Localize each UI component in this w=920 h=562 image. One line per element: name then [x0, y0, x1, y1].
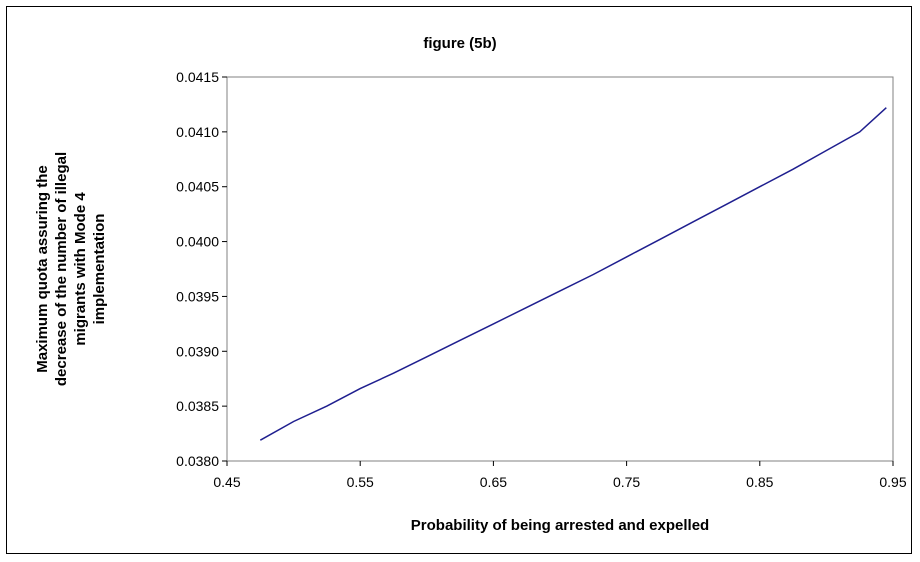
y-axis-label-line-4: implementation	[91, 214, 108, 325]
plot-area	[226, 76, 894, 462]
y-tick-label: 0.0400	[176, 234, 219, 250]
x-axis: 0.45 0.55 0.65 0.75 0.85 0.95	[213, 461, 907, 490]
chart-frame	[6, 6, 912, 554]
y-axis-label: Maximum quota assuring the decrease of t…	[34, 152, 108, 386]
x-tick-label: 0.45	[213, 474, 240, 490]
y-axis: 0.0380 0.0385 0.0390 0.0395 0.0400 0.0405 0.04…	[176, 69, 227, 469]
y-tick-label: 0.0380	[176, 453, 219, 469]
y-tick-label: 0.0395	[176, 288, 219, 304]
x-tick-label: 0.95	[879, 474, 906, 490]
x-tick-label: 0.75	[613, 474, 640, 490]
chart-title: figure (5b)	[423, 35, 496, 52]
y-tick-label: 0.0410	[176, 124, 219, 140]
y-tick-label: 0.0405	[176, 179, 219, 195]
x-axis-label: Probability of being arrested and expell…	[411, 517, 709, 534]
y-tick-label: 0.0415	[176, 69, 219, 85]
x-tick-label: 0.65	[480, 474, 507, 490]
y-tick-label: 0.0390	[176, 343, 219, 359]
y-axis-label-line-2: decrease of the number of illegal	[53, 152, 70, 386]
y-tick-label: 0.0385	[176, 398, 219, 414]
y-axis-label-line-1: Maximum quota assuring the	[34, 165, 51, 373]
x-tick-label: 0.85	[746, 474, 773, 490]
x-tick-label: 0.55	[347, 474, 374, 490]
series-line	[259, 107, 887, 441]
y-axis-label-line-3: migrants with Mode 4	[72, 192, 89, 346]
series-layer	[259, 107, 887, 441]
